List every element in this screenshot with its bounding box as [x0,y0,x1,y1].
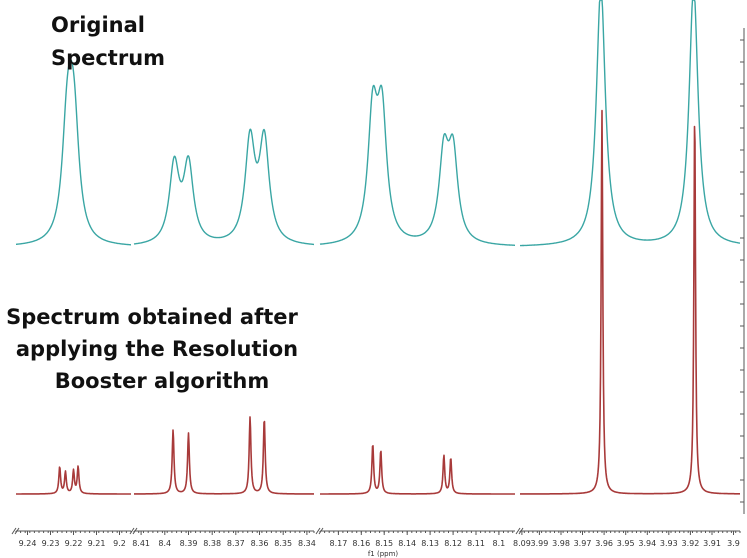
x-tick-label: 8.37 [227,539,245,548]
x-tick-label: 8.36 [251,539,269,548]
original-label-line-2: Spectrum [51,46,165,70]
x-tick-label: 9.24 [19,539,37,548]
x-tick-label: 3.93 [660,539,678,548]
x-tick-label: 8.1 [493,539,506,548]
x-tick-label: 8.38 [203,539,221,548]
x-tick-label: 8.09 [513,539,531,548]
x-tick-label: 8.14 [398,539,416,548]
x-tick-label: 8.4 [158,539,171,548]
x-tick-label: 3.94 [638,539,656,548]
x-axis-label: f1 (ppm) [368,550,399,558]
boosted-label-line-1: Spectrum obtained after [6,305,298,329]
boosted-label-line-3: Booster algorithm [55,369,270,393]
x-tick-label: 9.2 [113,539,126,548]
x-tick-label: 3.96 [595,539,613,548]
x-tick-label: 8.12 [444,539,462,548]
original-spectrum-segment-2 [133,128,315,246]
original-spectrum-plot [15,0,741,247]
x-tick-label: 3.99 [530,539,548,548]
original-spectrum-segment-4 [519,0,741,247]
boosted-spectrum-segment-4 [519,109,741,495]
x-tick-label: 3.98 [552,539,570,548]
x-tick-label: 3.9 [727,539,740,548]
x-tick-label: 8.13 [421,539,439,548]
boosted-spectrum-segment-1 [15,465,132,495]
original-spectrum-segment-3 [319,84,516,246]
x-tick-label: 8.35 [274,539,292,548]
x-tick-label: 8.39 [180,539,198,548]
original-label-line-1: Original [51,13,145,37]
x-tick-label: 8.16 [352,539,370,548]
x-tick-label: 8.11 [467,539,485,548]
x-tick-label: 8.34 [298,539,316,548]
x-tick-label: 8.15 [375,539,393,548]
x-tick-label: 3.91 [703,539,721,548]
x-tick-label: 3.97 [574,539,592,548]
x-tick-label: 9.21 [88,539,106,548]
x-tick-label: 9.22 [65,539,83,548]
x-tick-label: 9.23 [42,539,60,548]
boosted-spectrum-plot [15,109,741,495]
boosted-spectrum-segment-3 [319,445,516,495]
x-axis: 9.24 9.23 9.22 9.21 9.2 8.41 8.4 8.39 8.38 8.37 8.… [11,527,741,548]
x-tick-label: 8.41 [132,539,150,548]
x-tick-label: 3.92 [681,539,699,548]
x-tick-label: 8.17 [329,539,347,548]
original-spectrum-segment-1 [15,59,132,246]
boosted-spectrum-segment-2 [133,416,315,495]
boosted-label-line-2: applying the Resolution [16,337,298,361]
x-tick-label: 3.95 [617,539,635,548]
